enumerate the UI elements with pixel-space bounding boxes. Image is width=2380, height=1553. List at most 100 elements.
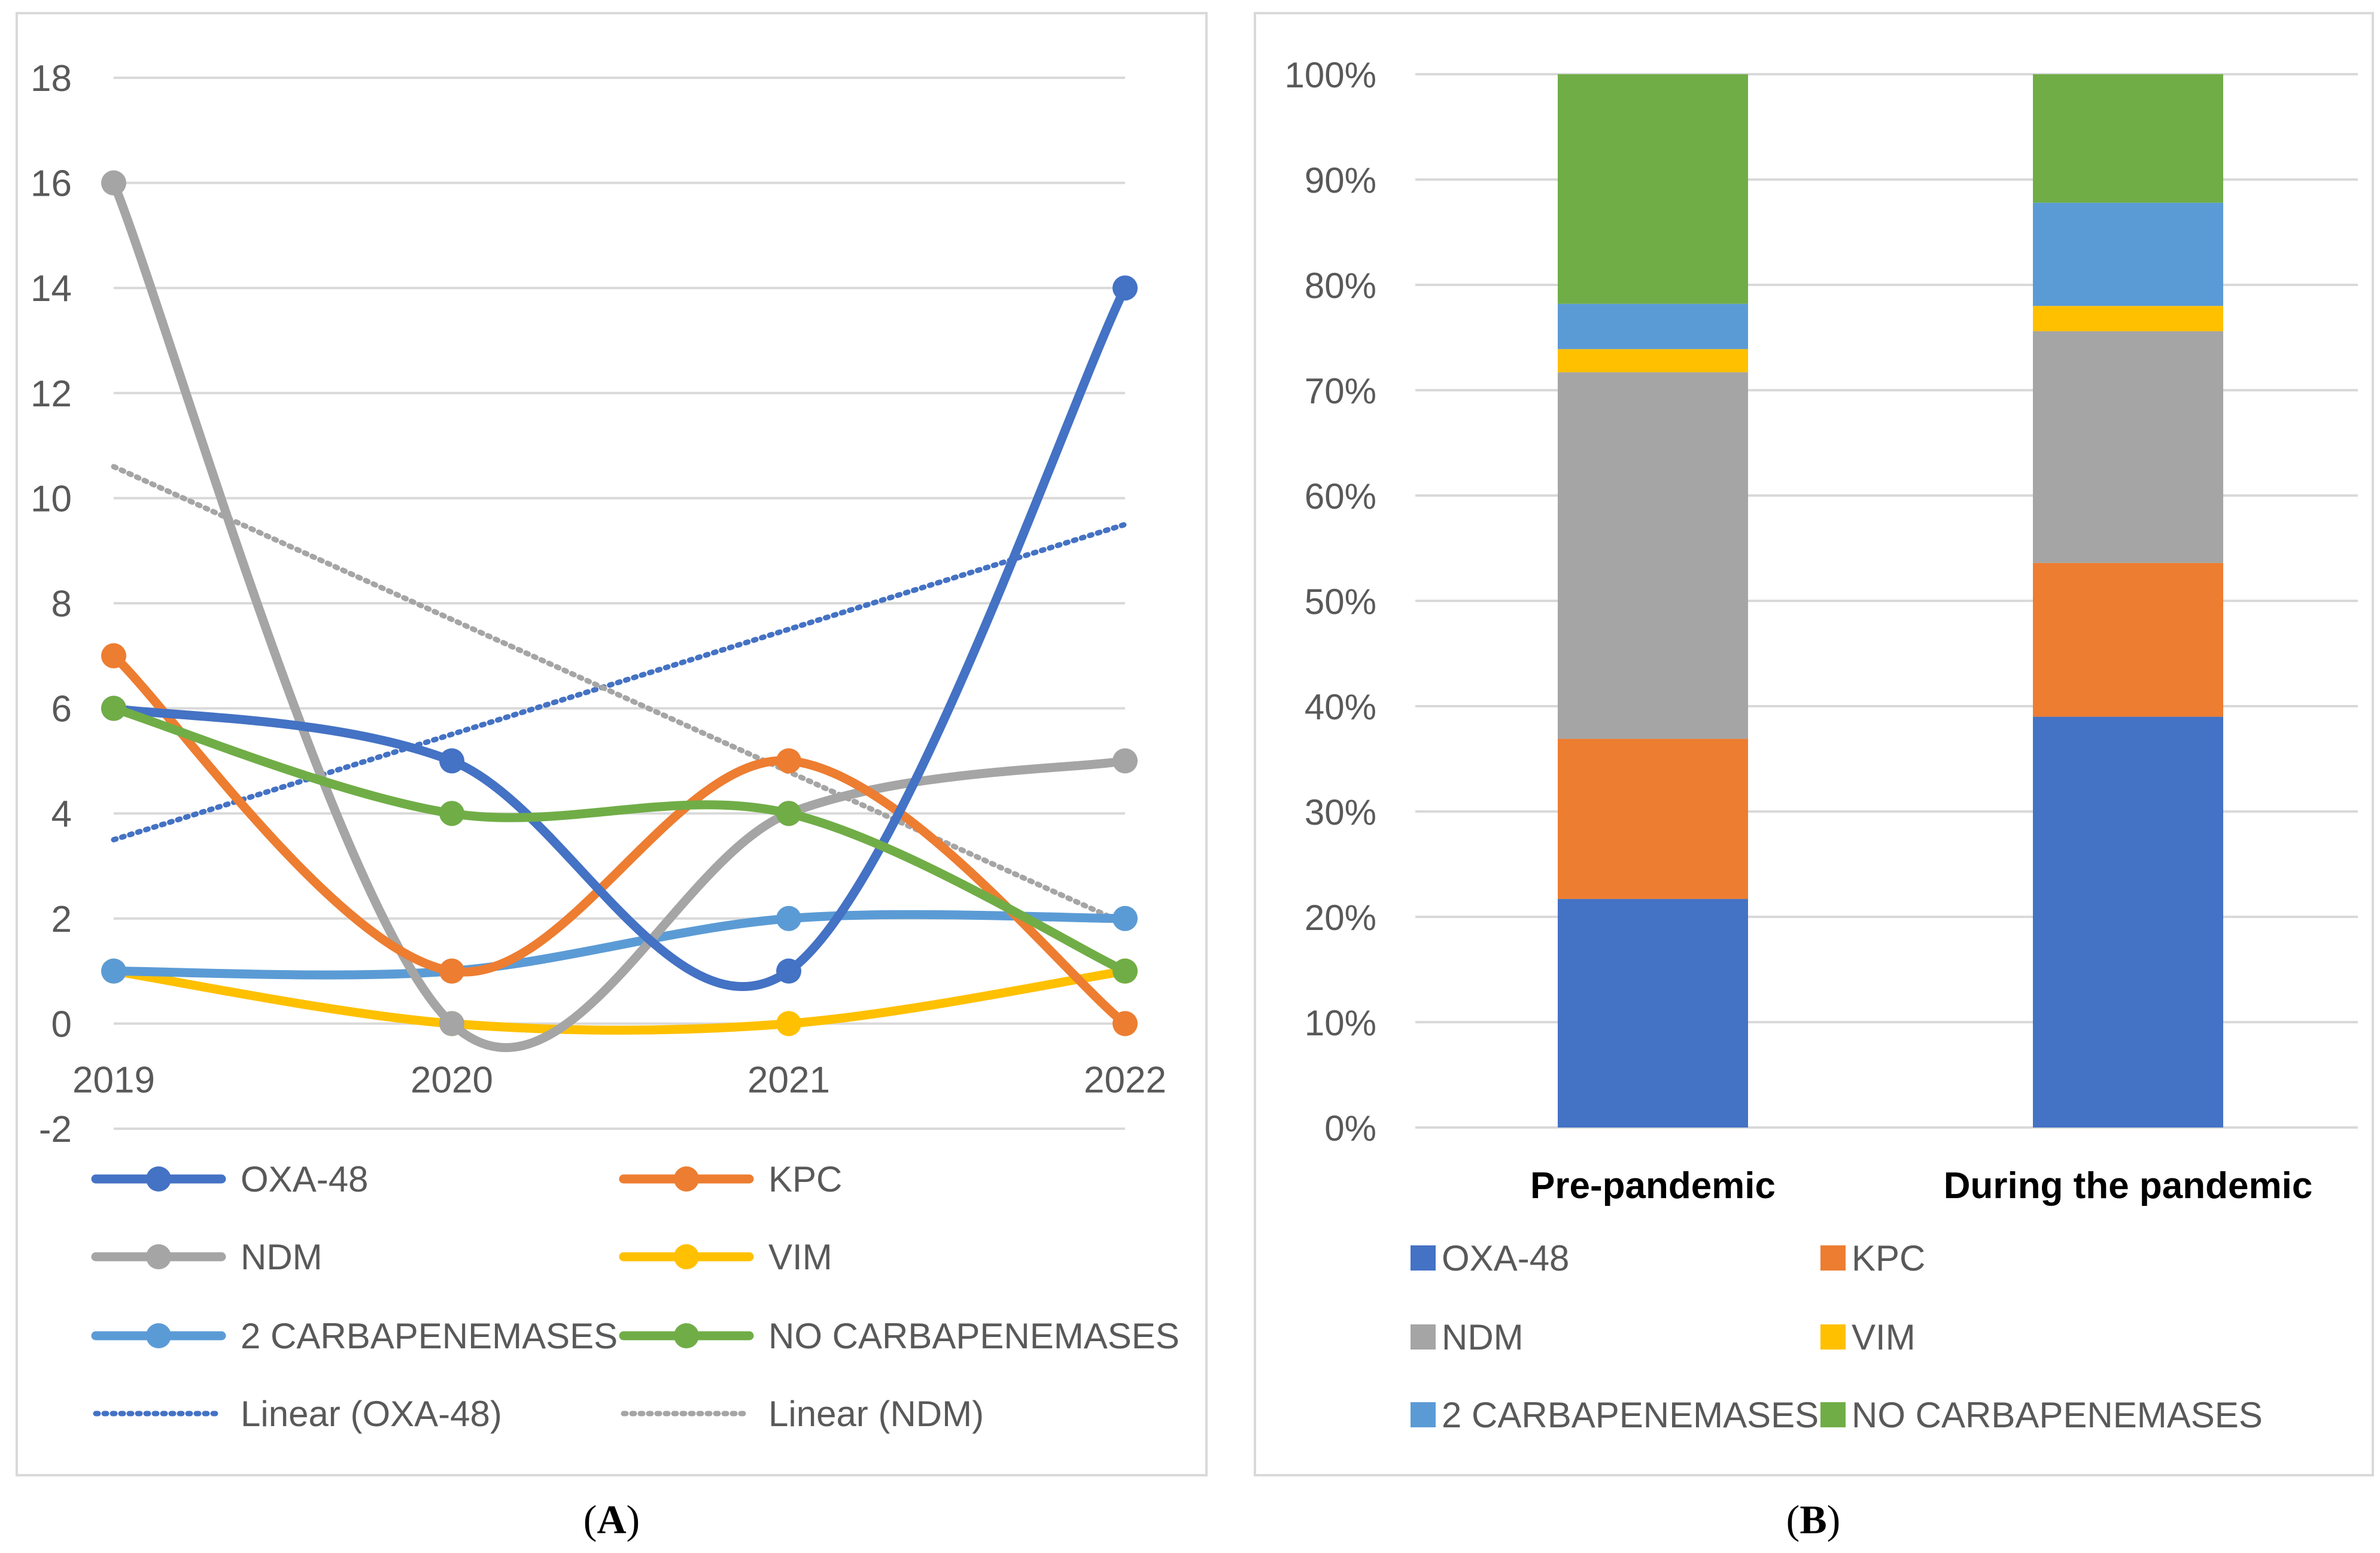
point-no-carbapenemases	[1113, 958, 1138, 984]
series-line-ndm	[109, 178, 1130, 1052]
legend-swatch-oxa-48	[1411, 1245, 1436, 1271]
series-line-2-carbapenemases	[109, 910, 1130, 980]
bar-segment-kpc	[2033, 563, 2223, 717]
y-tick-label: 70%	[1305, 371, 1376, 411]
series-line-no-carbapenemases	[109, 704, 1130, 976]
y-tick-label: 16	[31, 163, 72, 205]
legend-swatch-ndm	[1411, 1324, 1436, 1350]
panel-a-caption-letter: A	[597, 1497, 626, 1542]
bar-segment-no-carbapenemases	[2033, 74, 2223, 203]
y-tick-label: 0	[51, 1004, 72, 1045]
panel-b-caption-letter: B	[1800, 1497, 1826, 1542]
legend-label-oxa-48: OXA-48	[241, 1159, 368, 1199]
legend-marker-no-carbapenemases	[674, 1323, 699, 1348]
legend-label-kpc: KPC	[768, 1159, 842, 1199]
panel-a-caption: (A)	[583, 1497, 640, 1542]
x-tick-label: 2021	[747, 1059, 830, 1101]
y-tick-label: 0%	[1324, 1108, 1376, 1148]
legend-swatch-vim	[1820, 1324, 1846, 1350]
point-oxa-48	[776, 958, 801, 984]
legend-swatch-no-carbapenemases	[1820, 1402, 1846, 1427]
point-oxa-48	[439, 748, 464, 774]
point-no-carbapenemases	[101, 695, 126, 721]
point-2-carbapenemases	[101, 958, 126, 984]
legend-label-vim: VIM	[768, 1237, 832, 1277]
trendline-linear-oxa-48	[111, 521, 1128, 843]
legend-label-linear-ndm: Linear (NDM)	[768, 1394, 984, 1434]
bar-segment-kpc	[1558, 738, 1748, 899]
y-tick-label: 18	[31, 58, 72, 99]
bar-segment-2-carbapenemases	[2033, 202, 2223, 306]
y-tick-label: 10	[31, 478, 72, 519]
point-vim	[776, 1011, 801, 1037]
legend-label-ndm: NDM	[1442, 1317, 1524, 1357]
bar-segment-ndm	[2033, 331, 2223, 563]
y-tick-label: 30%	[1305, 792, 1376, 832]
y-tick-label: 60%	[1305, 476, 1376, 516]
point-ndm	[101, 170, 126, 196]
y-tick-label: 80%	[1305, 266, 1376, 306]
legend-swatch-2-carbapenemases	[1411, 1402, 1436, 1427]
y-tick-label: 40%	[1305, 687, 1376, 727]
legend-label-2-carbapenemases: 2 CARBAPENEMASES	[241, 1316, 618, 1356]
legend-marker-ndm	[146, 1244, 171, 1269]
y-tick-label: 4	[51, 794, 72, 835]
panel-b-legend: OXA-48 KPC NDM VIM 2 CARBAPENEMASES NO CARBAP…	[1411, 1238, 2263, 1435]
legend-label-linear-oxa-48: Linear (OXA-48)	[241, 1394, 502, 1434]
bar-segment-oxa-48	[1558, 899, 1748, 1127]
bar-segment-no-carbapenemases	[1558, 74, 1748, 304]
panel-b-caption: (B)	[1786, 1497, 1841, 1542]
legend-swatch-kpc	[1820, 1245, 1846, 1271]
x-tick-label: 2020	[411, 1059, 493, 1101]
panel-a-chart: -2 0 2 4 6 8 10 12 14 16 18 2019 2020 2021 2022	[31, 58, 1166, 1150]
series-line-kpc	[109, 651, 1130, 1028]
bar-segment-vim	[2033, 306, 2223, 332]
y-tick-label: -2	[39, 1109, 72, 1150]
bar-segment-2-carbapenemases	[1558, 303, 1748, 349]
point-kpc	[1113, 1011, 1138, 1037]
legend-label-2-carbapenemases: 2 CARBAPENEMASES	[1442, 1395, 1819, 1435]
x-tick-label: 2022	[1084, 1059, 1166, 1101]
bar-segment-vim	[1558, 349, 1748, 373]
point-kpc	[776, 748, 801, 774]
point-oxa-48	[1113, 275, 1138, 301]
legend-marker-oxa-48	[146, 1166, 171, 1192]
panel-a-legend: OXA-48 KPC NDM VIM 2 CARBAPENEMASES NO CARBAP…	[91, 1159, 1180, 1434]
y-tick-label: 2	[51, 899, 72, 940]
trendline-linear-ndm	[111, 464, 1128, 927]
point-kpc	[101, 643, 126, 668]
category-label: During the pandemic	[1944, 1165, 2313, 1206]
point-ndm	[439, 1011, 464, 1037]
point-kpc	[439, 958, 464, 984]
bar-segment-ndm	[1558, 372, 1748, 739]
legend-label-kpc: KPC	[1852, 1238, 1925, 1278]
series-line-oxa-48	[109, 283, 1130, 991]
series-line-vim	[109, 967, 1130, 1035]
legend-marker-vim	[674, 1244, 699, 1269]
legend-label-no-carbapenemases: NO CARBAPENEMASES	[768, 1316, 1180, 1356]
legend-label-no-carbapenemases: NO CARBAPENEMASES	[1852, 1395, 2263, 1435]
legend-label-oxa-48: OXA-48	[1442, 1238, 1569, 1278]
legend-label-vim: VIM	[1852, 1317, 1916, 1357]
y-tick-label: 6	[51, 689, 72, 730]
point-no-carbapenemases	[776, 801, 801, 826]
point-2-carbapenemases	[776, 905, 801, 931]
point-2-carbapenemases	[1113, 905, 1138, 931]
y-tick-label: 100%	[1285, 55, 1376, 95]
y-tick-label: 50%	[1305, 582, 1376, 622]
point-no-carbapenemases	[439, 801, 464, 826]
y-tick-label: 14	[31, 268, 72, 309]
legend-marker-kpc	[674, 1166, 699, 1192]
y-tick-label: 8	[51, 583, 72, 625]
panel-b-chart: 0% 10% 20% 30% 40% 50% 60% 70% 80% 90% 100% Pre-pan…	[1285, 55, 2358, 1206]
legend-marker-2-carbapenemases	[146, 1323, 171, 1348]
legend-label-ndm: NDM	[241, 1237, 323, 1277]
y-tick-label: 10%	[1305, 1003, 1376, 1043]
y-tick-label: 90%	[1305, 160, 1376, 200]
y-tick-label: 12	[31, 373, 72, 415]
category-label: Pre-pandemic	[1530, 1165, 1776, 1206]
point-ndm	[1113, 748, 1138, 774]
x-tick-label: 2019	[72, 1059, 155, 1101]
bar-segment-oxa-48	[2033, 716, 2223, 1127]
